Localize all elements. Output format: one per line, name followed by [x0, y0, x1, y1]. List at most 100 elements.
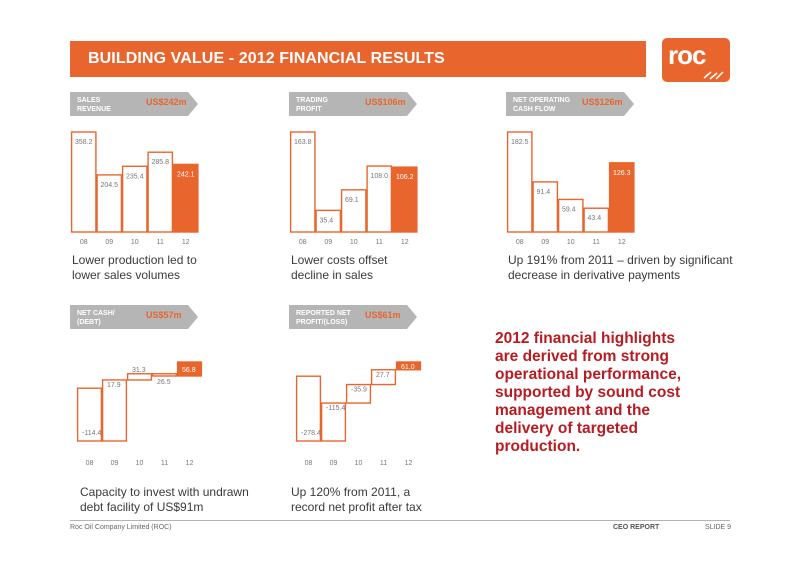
caption-trading-profit: Lower costs offset decline in sales [291, 253, 388, 282]
bar-value-label: 59.4 [562, 206, 576, 213]
trading-profit-chart: TRADING PROFIT US$106m 163.8 35.4 69.1 108.0 10… [289, 92, 418, 246]
bar [532, 181, 559, 233]
chart-label-text: NET CASH/ [77, 310, 115, 317]
footer-slide: SLIDE 9 [705, 524, 732, 531]
waterfall-bar [320, 402, 347, 442]
x-tick-label: 08 [86, 460, 94, 467]
x-tick-label: 08 [299, 239, 307, 246]
x-tick-label: 12 [405, 460, 413, 467]
x-tick-label: 11 [376, 239, 383, 246]
chart-label-text: CASH FLOW [513, 106, 556, 113]
bar [96, 174, 123, 233]
roc-logo: roc [662, 38, 730, 82]
caption-sales-revenue: Lower production led to lower sales volu… [72, 253, 197, 282]
bar [608, 162, 635, 233]
logo-swoosh-icon [703, 71, 724, 80]
bar [583, 207, 610, 233]
bar [172, 163, 199, 233]
bar-value-label: 69.1 [345, 197, 359, 204]
waterfall-value-label: 31.3 [132, 367, 146, 374]
x-tick-label: 09 [105, 239, 113, 246]
chart-headline-value: US$57m [146, 310, 182, 320]
bar [506, 131, 533, 233]
waterfall-value-label: -35.9 [351, 387, 367, 394]
x-tick-label: 09 [541, 239, 549, 246]
bar-value-label: 358.2 [75, 139, 93, 146]
chart-label-tab [289, 92, 417, 116]
waterfall-bar [151, 373, 178, 377]
x-tick-label: 12 [182, 239, 190, 246]
x-tick-label: 08 [80, 239, 88, 246]
logo-wordmark: roc [668, 40, 706, 70]
bar [289, 131, 316, 233]
bar-value-label: 242.1 [177, 171, 195, 178]
x-tick-label: 11 [157, 239, 164, 246]
chart-label-text: PROFIT [296, 106, 322, 113]
net-operating-cash-flow-chart: NET OPERATING CASH FLOW US$126m 182.5 91.4 59… [506, 92, 635, 246]
waterfall-bar [126, 373, 153, 381]
title-bar: BUILDING VALUE - 2012 FINANCIAL RESULTS [70, 41, 646, 77]
waterfall-value-label: 26.5 [157, 379, 171, 386]
bar-value-label: 43.4 [588, 215, 602, 222]
x-tick-label: 10 [355, 460, 363, 467]
footer-company: Roc Oil Company Limited (ROC) [70, 524, 172, 531]
x-tick-label: 09 [330, 460, 338, 467]
highlight-text: 2012 financial highlights are derived fr… [495, 330, 682, 455]
net-cash-debt-chart: NET CASH/ (DEBT) US$57m -114.4 17.9 31.3 26.5 5… [70, 305, 203, 467]
chart-headline-value: US$242m [146, 97, 187, 107]
x-tick-label: 12 [618, 239, 626, 246]
bar [391, 166, 418, 233]
bar-value-label: 182.5 [511, 139, 529, 146]
x-tick-label: 11 [593, 239, 600, 246]
caption-reported-net-profit: Up 120% from 2011, a record net profit a… [291, 485, 422, 514]
reported-net-profit-chart: REPORTED NET PROFIT/(LOSS) US$61m -278.4 -11… [289, 305, 422, 467]
waterfall-bar [76, 387, 103, 442]
bar [121, 165, 148, 233]
bar-value-label: 35.4 [320, 217, 334, 224]
x-tick-label: 11 [380, 460, 387, 467]
waterfall-value-label: -115.4 [326, 405, 345, 412]
bar-value-label: 235.4 [126, 173, 144, 180]
bar-value-label: 106.2 [396, 174, 414, 181]
bar [315, 209, 342, 233]
waterfall-value-label: 17.9 [107, 382, 121, 389]
waterfall-value-label: 61.0 [401, 364, 415, 371]
chart-label-text: NET OPERATING [513, 97, 571, 104]
bar-value-label: 126.3 [613, 170, 631, 177]
x-tick-label: 10 [136, 460, 144, 467]
x-tick-label: 10 [131, 239, 139, 246]
waterfall-value-label: 56.8 [182, 367, 196, 374]
chart-label-text: (DEBT) [77, 319, 101, 326]
waterfall-bar [395, 361, 422, 371]
x-tick-label: 08 [516, 239, 524, 246]
x-tick-label: 10 [350, 239, 358, 246]
chart-label-text: REVENUE [77, 106, 111, 113]
waterfall-value-label: -114.4 [82, 430, 101, 437]
x-tick-label: 12 [401, 239, 409, 246]
x-tick-label: 09 [324, 239, 332, 246]
bar [366, 165, 393, 233]
chart-headline-value: US$61m [365, 310, 401, 320]
caption-net-operating-cash-flow: Up 191% from 2011 – driven by significan… [508, 253, 733, 282]
chart-label-text: TRADING [296, 97, 328, 104]
chart-label-text: REPORTED NET [296, 310, 352, 317]
waterfall-bar [370, 369, 397, 386]
waterfall-bar [101, 379, 128, 442]
bar [557, 198, 584, 233]
chart-label-text: PROFIT/(LOSS) [296, 319, 347, 326]
waterfall-bar [176, 361, 203, 377]
footer-report: CEO REPORT [613, 524, 660, 531]
bar-value-label: 204.5 [101, 182, 119, 189]
bar [340, 189, 367, 233]
waterfall-bar [345, 383, 372, 404]
caption-net-cash-debt: Capacity to invest with undrawn debt fac… [80, 485, 249, 514]
x-tick-label: 12 [186, 460, 194, 467]
chart-label-tab [506, 92, 634, 116]
chart-label-tab [289, 305, 417, 329]
x-tick-label: 10 [567, 239, 575, 246]
chart-label-text: SALES [77, 97, 101, 104]
chart-label-tab [70, 92, 198, 116]
bar-value-label: 163.8 [294, 139, 312, 146]
chart-headline-value: US$126m [582, 97, 623, 107]
footer-divider [70, 520, 730, 521]
